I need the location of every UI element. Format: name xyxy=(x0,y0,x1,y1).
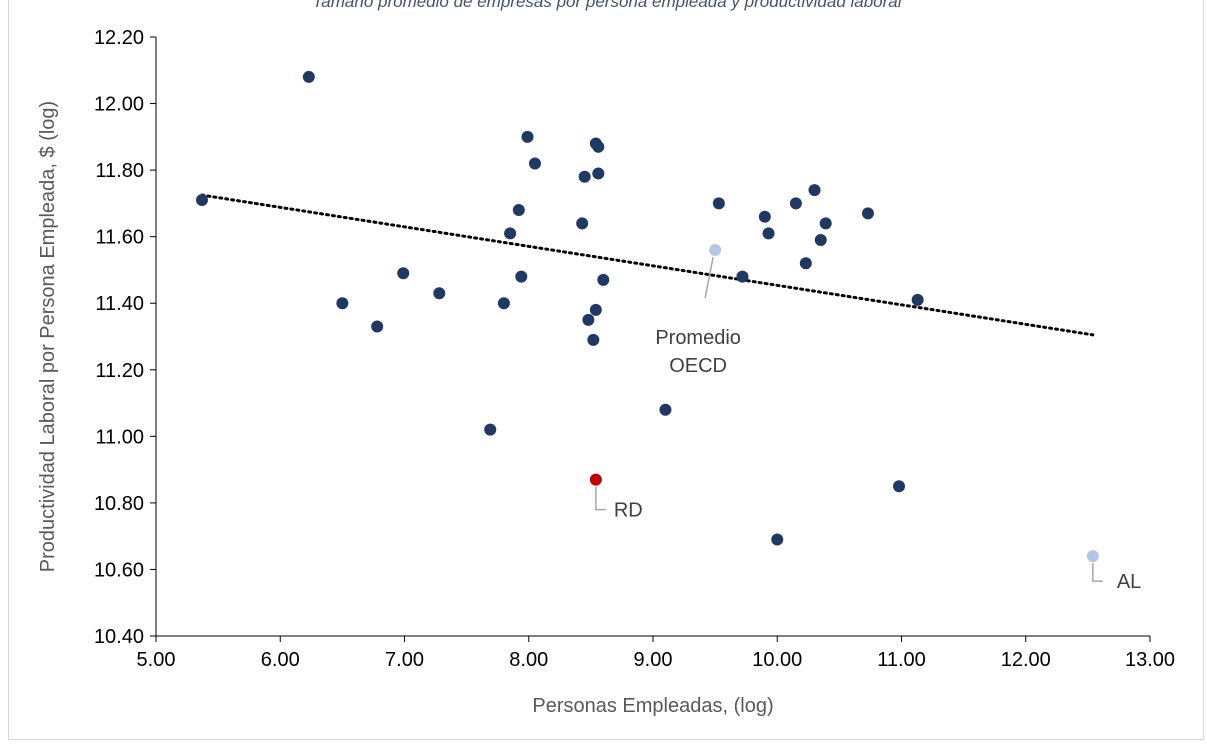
x-tick-label: 11.00 xyxy=(877,649,926,671)
country-point xyxy=(597,273,610,286)
country-point xyxy=(371,320,384,333)
country-point xyxy=(712,197,725,210)
country-point xyxy=(758,210,771,223)
annotation-leaders xyxy=(595,256,1103,582)
country-point xyxy=(497,297,510,310)
country-point xyxy=(911,293,924,306)
country-point xyxy=(789,197,802,210)
annotations: RD Promedio OECD AL xyxy=(614,327,1141,593)
country-point xyxy=(762,227,775,240)
country-point xyxy=(582,313,595,326)
country-point xyxy=(515,270,528,283)
country-point xyxy=(819,217,832,230)
country-point xyxy=(861,207,874,220)
x-tick-label: 10.00 xyxy=(752,649,802,671)
data-points xyxy=(195,70,1099,563)
x-tick-label: 7.00 xyxy=(385,649,424,671)
x-tick-label: 12.00 xyxy=(1001,649,1051,671)
x-axis-title: Personas Empleadas, (log) xyxy=(532,695,773,717)
trendline-path xyxy=(200,193,1095,337)
y-tick-label: 10.60 xyxy=(94,559,144,581)
country-point xyxy=(799,257,812,270)
country-point xyxy=(808,184,821,197)
chart-caption-fragment: Tamaño promedio de empresas por persona … xyxy=(312,0,902,11)
country-point xyxy=(592,140,605,153)
country-point xyxy=(592,167,605,180)
oecd-average-point xyxy=(709,243,722,256)
y-tick-label: 12.00 xyxy=(94,94,144,116)
country-point xyxy=(589,303,602,316)
y-tick-label: 11.00 xyxy=(95,426,144,448)
country-point xyxy=(504,227,517,240)
country-point xyxy=(893,480,906,493)
al-annotation: AL xyxy=(1117,571,1141,593)
country-point xyxy=(302,70,315,83)
trendline xyxy=(200,193,1095,337)
country-point xyxy=(528,157,541,170)
country-point xyxy=(397,267,410,280)
x-tick-label: 6.00 xyxy=(261,649,300,671)
country-point xyxy=(336,297,349,310)
al-leader-line xyxy=(1092,563,1103,582)
country-point xyxy=(576,217,589,230)
country-point xyxy=(195,194,208,207)
y-tick-label: 10.40 xyxy=(94,626,144,648)
rd-annotation: RD xyxy=(614,500,643,522)
country-point xyxy=(578,170,591,183)
country-point xyxy=(433,287,446,300)
country-point xyxy=(521,130,534,143)
y-tick-label: 12.20 xyxy=(94,27,144,49)
y-tick-label: 11.40 xyxy=(95,293,144,315)
y-tick-label: 11.80 xyxy=(95,160,144,182)
country-point xyxy=(587,333,600,346)
x-tick-label: 13.00 xyxy=(1125,649,1175,671)
rd-leader-line xyxy=(595,486,606,511)
y-axis-title: Productividad Laboral por Persona Emplea… xyxy=(37,101,59,572)
tick-labels: 10.40 10.60 10.80 11.00 11.20 11.40 11.60 11.80… xyxy=(94,27,1175,671)
oecd-annotation-line1: Promedio xyxy=(655,327,741,349)
axes xyxy=(150,36,1151,642)
oecd-annotation-line2: OECD xyxy=(669,355,727,377)
country-point xyxy=(814,233,827,246)
chart-frame xyxy=(8,0,1204,740)
x-tick-label: 9.00 xyxy=(634,649,673,671)
oecd-leader-line xyxy=(704,256,714,299)
x-tick-label: 8.00 xyxy=(509,649,548,671)
y-tick-label: 11.60 xyxy=(95,227,144,249)
country-point xyxy=(659,403,672,416)
country-point xyxy=(771,533,784,546)
country-point xyxy=(512,204,525,217)
x-tick-label: 5.00 xyxy=(137,649,176,671)
rd-point xyxy=(589,473,602,486)
country-point xyxy=(736,270,749,283)
country-point xyxy=(484,423,497,436)
al-point xyxy=(1086,550,1099,563)
y-tick-label: 11.20 xyxy=(95,360,144,382)
y-tick-label: 10.80 xyxy=(94,493,144,515)
